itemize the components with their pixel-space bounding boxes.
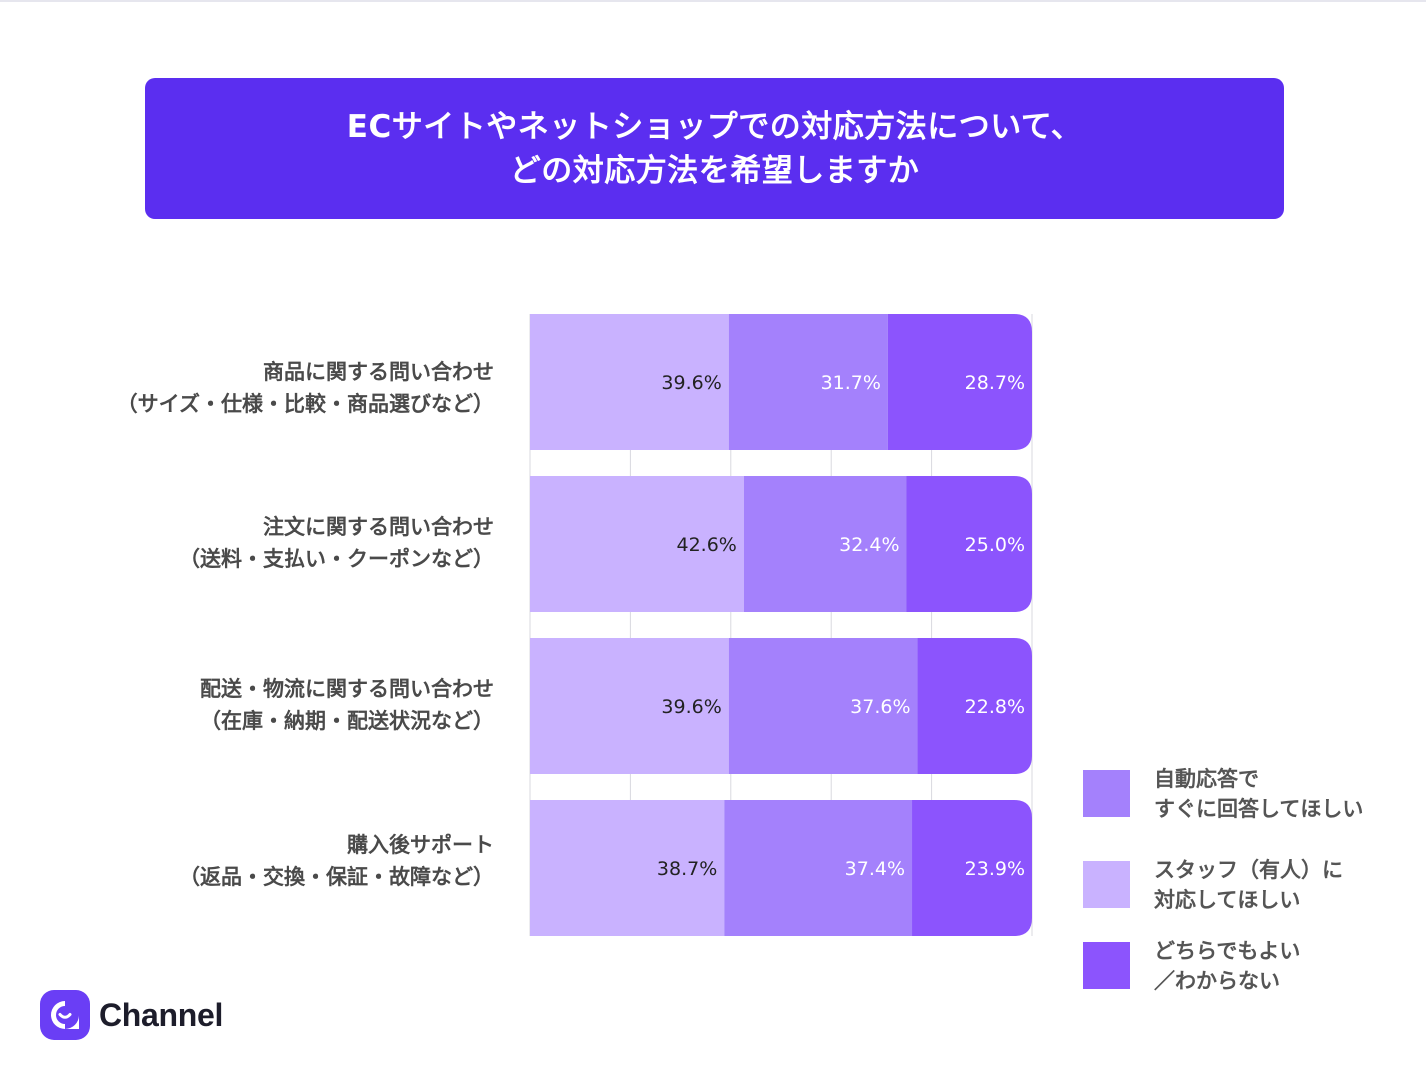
value-label: 31.7% xyxy=(821,372,881,394)
category-label-main: 配送・物流に関する問い合わせ xyxy=(200,677,494,701)
category-label-sub: （返品・交換・保証・故障など） xyxy=(179,865,494,889)
category-label-main: 注文に関する問い合わせ xyxy=(263,515,494,539)
value-label: 22.8% xyxy=(965,696,1025,718)
bar-segment xyxy=(743,476,907,612)
value-label: 25.0% xyxy=(965,534,1025,556)
bar-segment xyxy=(912,800,1032,936)
bar-segment xyxy=(917,638,1032,774)
bar-segment xyxy=(530,800,725,936)
bar-segment xyxy=(887,314,1032,450)
bar-segment xyxy=(530,638,729,774)
legend-label: スタッフ（有人）に 対応してほしい xyxy=(1154,858,1343,912)
title-line-2: どの対応方法を希望しますか xyxy=(509,152,920,189)
category-label-sub: （在庫・納期・配送状況など） xyxy=(200,709,494,733)
channel-logo: Channel xyxy=(40,990,223,1040)
legend-swatch xyxy=(1083,942,1130,989)
value-label: 23.9% xyxy=(965,858,1025,880)
bar-segment xyxy=(724,800,913,936)
category-label-order: 注文に関する問い合わせ （送料・支払い・クーポンなど） xyxy=(14,511,494,575)
top-border xyxy=(0,0,1426,2)
legend-label: 自動応答で すぐに回答してほしい xyxy=(1154,767,1364,821)
category-label-after-support: 購入後サポート （返品・交換・保証・故障など） xyxy=(14,829,494,893)
category-label-shipping: 配送・物流に関する問い合わせ （在庫・納期・配送状況など） xyxy=(14,673,494,737)
value-label: 39.6% xyxy=(661,372,721,394)
value-label: 32.4% xyxy=(839,534,899,556)
bar-segment xyxy=(728,638,918,774)
bar-segment xyxy=(530,476,744,612)
category-label-product: 商品に関する問い合わせ （サイズ・仕様・比較・商品選びなど） xyxy=(14,356,494,420)
value-label: 28.7% xyxy=(965,372,1025,394)
value-label: 39.6% xyxy=(661,696,721,718)
category-label-sub: （送料・支払い・クーポンなど） xyxy=(179,547,494,571)
value-label: 38.7% xyxy=(657,858,717,880)
category-label-main: 商品に関する問い合わせ xyxy=(263,360,494,384)
category-label-main: 購入後サポート xyxy=(347,833,494,857)
value-label: 42.6% xyxy=(676,534,736,556)
title-line-1: ECサイトやネットショップでの対応方法について、 xyxy=(346,108,1083,145)
value-label: 37.6% xyxy=(850,696,910,718)
bar-segment xyxy=(530,314,729,450)
channel-logo-icon xyxy=(40,990,90,1040)
bar-segment xyxy=(906,476,1032,612)
legend-swatch xyxy=(1083,770,1130,817)
title-banner: ECサイトやネットショップでの対応方法について、 どの対応方法を希望しますか xyxy=(145,78,1284,219)
brand-name: Channel xyxy=(99,996,224,1033)
value-label: 37.4% xyxy=(845,858,905,880)
bar-segment xyxy=(728,314,888,450)
category-label-sub: （サイズ・仕様・比較・商品選びなど） xyxy=(116,392,494,416)
legend-label: どちらでもよい ／わからない xyxy=(1154,939,1301,993)
legend-swatch xyxy=(1083,861,1130,908)
